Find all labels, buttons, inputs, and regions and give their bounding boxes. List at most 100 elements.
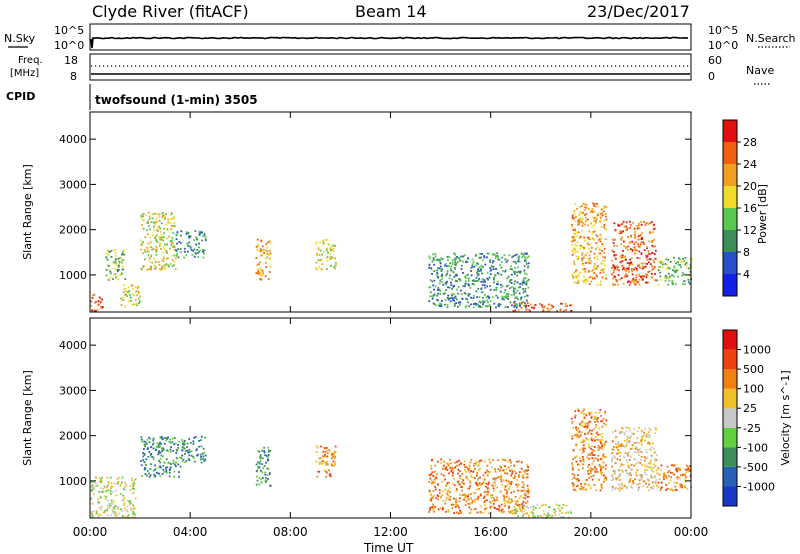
power-echo-cell (137, 297, 140, 300)
velocity-echo-cell (484, 508, 486, 511)
velocity-echo-cell (260, 481, 263, 484)
power-echo-cell (522, 291, 525, 294)
power-echo-cell (140, 215, 143, 218)
power-echo-cell (120, 304, 123, 306)
power-echo-cell (468, 284, 471, 287)
velocity-echo-cell (576, 477, 579, 480)
velocity-colorbar-tick-label: 500 (743, 363, 764, 376)
power-echo-cell (524, 302, 526, 305)
velocity-echo-cell (124, 483, 127, 485)
power-echo-cell (638, 250, 641, 253)
power-echo-cell (142, 215, 144, 218)
power-echo-cell (440, 270, 443, 272)
velocity-echo-cell (435, 477, 438, 479)
power-echo-cell (495, 268, 498, 271)
velocity-echo-cell (94, 485, 97, 488)
velocity-echo-cell (177, 463, 180, 466)
velocity-echo-cell (480, 505, 482, 508)
power-echo-cell (527, 286, 530, 289)
power-echo-cell (195, 238, 198, 241)
power-echo-cell (437, 276, 440, 278)
velocity-echo-cell (526, 470, 528, 472)
velocity-echo-cell (521, 475, 524, 478)
power-echo-cell (631, 240, 634, 243)
power-echo-cell (673, 269, 675, 272)
velocity-echo-cell (444, 502, 447, 505)
power-echo-cell (120, 257, 122, 259)
power-echo-cell (480, 269, 482, 272)
velocity-echo-cell (447, 494, 449, 497)
power-echo-cell (91, 297, 94, 299)
power-echo-cell (587, 259, 590, 262)
velocity-echo-cell (264, 471, 266, 474)
velocity-echo-cell (110, 499, 113, 502)
power-echo-cell (633, 246, 636, 248)
power-echo-cell (436, 269, 439, 272)
power-echo-cell (334, 244, 337, 247)
power-echo-region-6 (315, 238, 337, 271)
power-echo-cell (619, 230, 622, 233)
velocity-echo-cell (434, 506, 437, 508)
velocity-echo-cell (555, 510, 557, 513)
power-echo-cell (516, 274, 519, 277)
power-echo-cell (121, 261, 123, 264)
velocity-echo-cell (626, 461, 629, 464)
velocity-echo-cell (663, 472, 666, 474)
power-echo-cell (571, 218, 574, 220)
velocity-echo-cell (117, 508, 120, 510)
power-echo-cell (470, 303, 472, 306)
power-echo-cell (445, 265, 448, 267)
velocity-echo-cell (584, 422, 587, 424)
velocity-echo-cell (635, 446, 638, 448)
velocity-echo-cell (510, 474, 513, 477)
velocity-echo-cell (666, 477, 668, 479)
velocity-echo-cell (663, 478, 665, 481)
velocity-echo-cell (197, 453, 199, 456)
velocity-echo-cell (451, 507, 454, 509)
velocity-echo-cell (523, 470, 526, 473)
power-echo-cell (431, 295, 433, 298)
velocity-echo-cell (472, 465, 475, 467)
velocity-echo-cell (600, 458, 602, 460)
velocity-echo-cell (577, 410, 580, 412)
power-echo-cell (118, 264, 120, 267)
power-echo-cell (123, 288, 125, 291)
velocity-echo-cell (615, 477, 617, 480)
velocity-echo-cell (473, 492, 476, 494)
power-echo-cell (430, 268, 433, 271)
power-echo-cell (439, 265, 442, 268)
velocity-echo-cell (527, 507, 530, 510)
power-echo-cell (628, 271, 630, 273)
power-echo-cell (134, 286, 137, 288)
velocity-echo-cell (676, 468, 679, 471)
velocity-echo-cell (682, 474, 684, 477)
velocity-echo-cell (124, 488, 127, 491)
velocity-echo-cell (557, 507, 560, 510)
velocity-echo-cell (586, 422, 589, 425)
power-echo-cell (169, 218, 172, 220)
velocity-echo-cell (601, 436, 603, 438)
power-echo-cell (573, 281, 576, 284)
velocity-echo-cell (473, 499, 475, 502)
power-echo-cell (131, 304, 134, 306)
power-echo-cell (201, 248, 204, 251)
power-echo-cell (519, 304, 521, 307)
power-echo-cell (589, 250, 592, 253)
velocity-echo-cell (446, 491, 449, 494)
power-echo-cell (108, 279, 110, 281)
power-echo-cell (169, 222, 172, 224)
power-echo-cell (451, 259, 454, 261)
velocity-echo-cell (116, 514, 118, 517)
velocity-echo-cell (621, 444, 624, 447)
power-echo-cell (165, 213, 167, 215)
power-echo-cell (681, 272, 684, 274)
power-echo-cell (585, 261, 588, 264)
velocity-echo-cell (650, 454, 653, 457)
beam-title: Beam 14 (355, 2, 427, 21)
power-echo-cell (114, 262, 117, 264)
power-echo-cell (622, 250, 624, 252)
power-echo-cell (454, 260, 456, 262)
power-echo-cell (480, 288, 483, 290)
power-echo-cell (572, 250, 574, 253)
velocity-echo-cell (612, 440, 614, 443)
